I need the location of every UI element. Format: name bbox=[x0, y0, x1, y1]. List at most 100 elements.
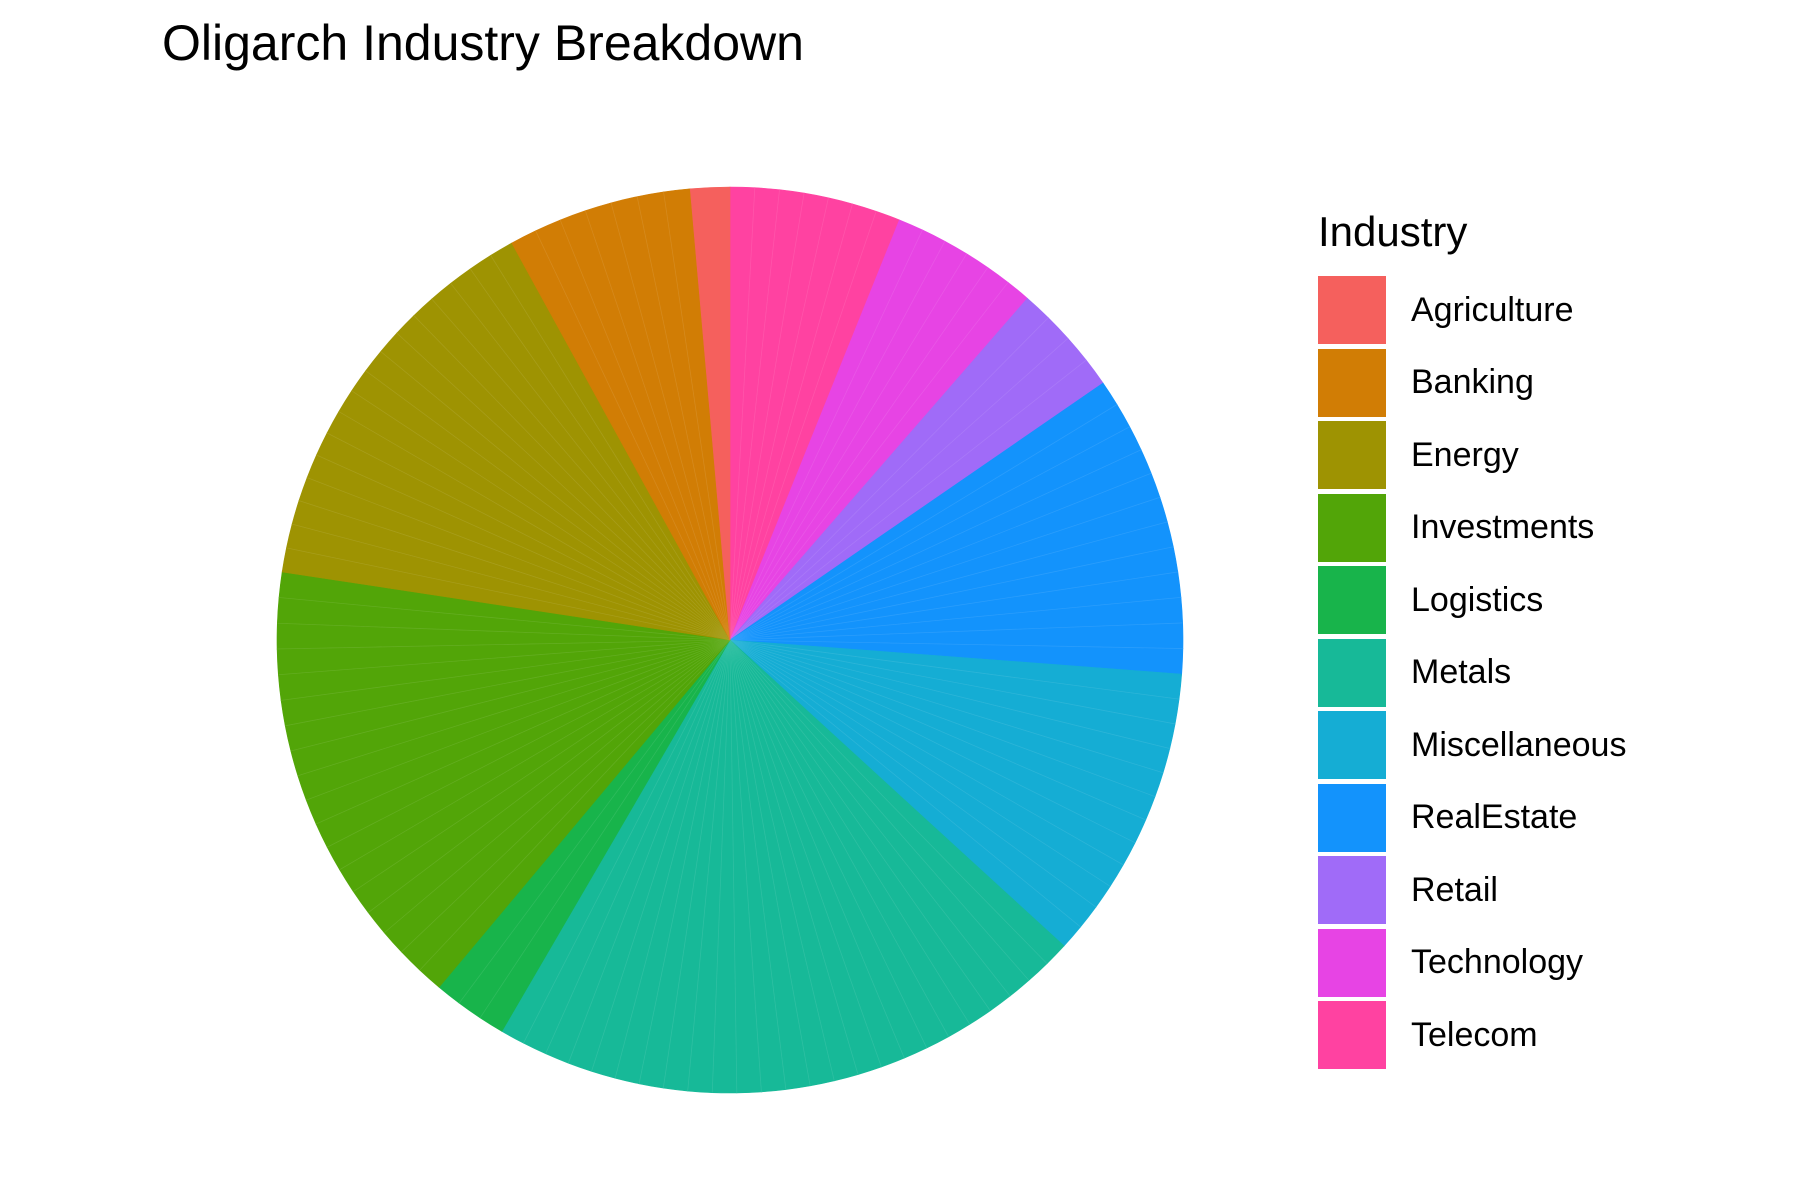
legend-item-realestate: RealEstate bbox=[1318, 782, 1626, 855]
legend-label: Logistics bbox=[1411, 580, 1544, 619]
pie-seam bbox=[729, 472, 1152, 641]
pie-seam bbox=[729, 496, 1161, 641]
pie-seam bbox=[396, 332, 731, 641]
pie-seam bbox=[291, 523, 731, 641]
pie-seam bbox=[729, 639, 811, 1086]
legend-item-logistics: Logistics bbox=[1318, 564, 1626, 637]
pie-seam bbox=[729, 639, 1081, 928]
pie-seam bbox=[729, 203, 853, 641]
pie-seam bbox=[729, 639, 905, 1059]
pie-seam bbox=[729, 253, 968, 641]
legend-label: Miscellaneous bbox=[1411, 725, 1627, 764]
pie-seam bbox=[286, 547, 731, 641]
pie-seam bbox=[729, 639, 787, 1090]
legend-swatch bbox=[1318, 348, 1386, 417]
legend-swatch bbox=[1318, 276, 1386, 345]
pie-seam bbox=[729, 229, 923, 641]
pie-seam bbox=[469, 268, 731, 641]
pie-seam bbox=[479, 639, 731, 1019]
pie-seam bbox=[729, 639, 738, 1093]
legend-items: Agriculture Banking Energy Investments Logis… bbox=[1318, 274, 1626, 1072]
legend-swatch bbox=[1318, 638, 1386, 707]
pie-seam bbox=[610, 202, 731, 641]
pie-seam bbox=[729, 639, 1097, 908]
pie-seam bbox=[450, 283, 731, 641]
pie-seam bbox=[729, 571, 1178, 641]
pie-seam bbox=[729, 639, 882, 1068]
pie-seam bbox=[290, 639, 731, 752]
pie-seam bbox=[638, 639, 731, 1084]
pie-seam bbox=[315, 639, 731, 825]
pie-slice-agriculture-1 bbox=[689, 186, 731, 641]
legend-item-retail: Retail bbox=[1318, 854, 1626, 927]
pie-seam bbox=[729, 426, 1130, 641]
legend-swatch bbox=[1318, 1001, 1386, 1070]
pie-seam bbox=[351, 390, 731, 641]
pie-seam bbox=[729, 546, 1174, 641]
legend-label: Banking bbox=[1411, 363, 1534, 402]
pie-seam bbox=[729, 639, 1048, 964]
pie-seam bbox=[729, 639, 928, 1049]
legend-label: Energy bbox=[1411, 435, 1519, 474]
pie-seam bbox=[729, 282, 1009, 641]
pie-seam bbox=[365, 370, 731, 641]
pie-seam bbox=[729, 639, 971, 1025]
pie-seam bbox=[280, 639, 731, 701]
pie-seam bbox=[729, 521, 1168, 641]
pie-seam bbox=[729, 317, 1049, 641]
chart-title: Oligarch Industry Breakdown bbox=[162, 15, 804, 71]
pie-seam bbox=[711, 639, 731, 1093]
pie-seam bbox=[729, 639, 1176, 725]
pie-seam bbox=[729, 241, 946, 641]
pie-seam bbox=[729, 359, 1087, 641]
pie-seam bbox=[339, 639, 731, 871]
legend-item-metals: Metals bbox=[1318, 637, 1626, 710]
pie-seam bbox=[353, 639, 731, 892]
pie-seam bbox=[306, 639, 731, 801]
pie-seam bbox=[729, 639, 1124, 866]
legend-label: Retail bbox=[1411, 870, 1498, 909]
pie-seam bbox=[413, 315, 731, 641]
pie-seam bbox=[729, 193, 805, 641]
legend-item-miscellaneous: Miscellaneous bbox=[1318, 709, 1626, 782]
pie-seam bbox=[729, 338, 1069, 641]
pie-seam bbox=[585, 210, 731, 641]
pie-seam bbox=[729, 596, 1182, 641]
legend-swatch bbox=[1318, 856, 1386, 925]
pie-seam bbox=[729, 189, 780, 641]
pie-seam bbox=[490, 255, 731, 641]
legend: Industry Agriculture Banking Energy Investm… bbox=[1318, 204, 1626, 1072]
pie-seam bbox=[384, 639, 731, 934]
pie-seam bbox=[338, 411, 731, 641]
pie-seam bbox=[663, 191, 731, 641]
pie-seam bbox=[662, 639, 731, 1089]
pie-seam bbox=[687, 639, 731, 1092]
legend-item-energy: Energy bbox=[1318, 419, 1626, 492]
legend-swatch bbox=[1318, 783, 1386, 852]
pie-seam bbox=[729, 639, 1180, 700]
pie-seam bbox=[559, 219, 731, 641]
pie-seam bbox=[380, 351, 731, 641]
pie-seam bbox=[729, 197, 829, 641]
pie-seam bbox=[729, 449, 1142, 641]
pie-seam bbox=[535, 230, 731, 641]
pie-seam bbox=[591, 639, 731, 1072]
pie-seam bbox=[545, 639, 731, 1054]
legend-item-technology: Technology bbox=[1318, 927, 1626, 1000]
pie-seam bbox=[729, 639, 1146, 821]
pie-seam bbox=[458, 639, 731, 1004]
pie-seam bbox=[277, 622, 731, 641]
pie-seam bbox=[729, 639, 1136, 844]
legend-swatch bbox=[1318, 566, 1386, 635]
pie-seam bbox=[729, 639, 1183, 649]
pie-seam bbox=[729, 404, 1118, 641]
legend-swatch bbox=[1318, 711, 1386, 780]
pie-seam bbox=[729, 622, 1183, 641]
legend-swatch bbox=[1318, 493, 1386, 562]
pie-seam bbox=[306, 477, 731, 641]
legend-label: Technology bbox=[1411, 943, 1584, 982]
pie-seam bbox=[729, 639, 991, 1011]
legend-label: RealEstate bbox=[1411, 798, 1578, 837]
pie-seam bbox=[636, 196, 731, 641]
